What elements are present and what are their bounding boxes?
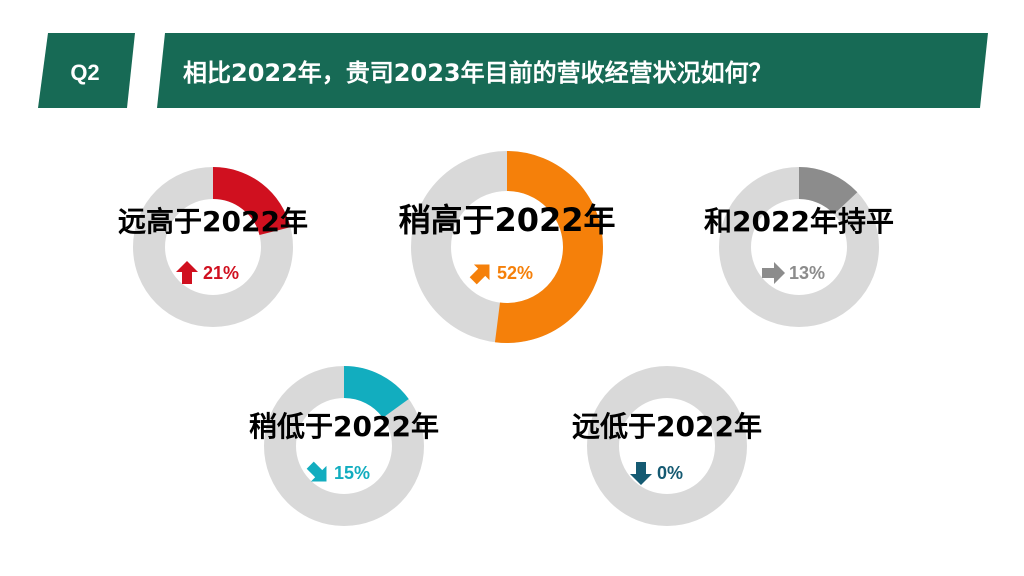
- donut-slightly-higher: 稍高于2022年 52%: [398, 151, 616, 343]
- question-text-bar: [157, 33, 988, 108]
- question-text: 相比2022年，贵司2023年目前的营收经营状况如何？: [183, 59, 773, 87]
- trend-down-arrow-icon: [630, 462, 652, 485]
- donut-track: [587, 366, 747, 526]
- category-label: 稍高于2022年: [398, 201, 615, 239]
- question-banner: Q2 相比2022年，贵司2023年目前的营收经营状况如何？: [38, 33, 988, 108]
- value-label: 21%: [203, 263, 239, 283]
- question-tag: Q2: [70, 60, 99, 85]
- donut-far-lower: 远低于2022年 0%: [572, 366, 762, 526]
- value-label: 13%: [789, 263, 825, 283]
- donut-track: [411, 151, 603, 343]
- donut-slice-far-higher: [212, 167, 291, 236]
- donut-track: [133, 167, 293, 327]
- donut-far-higher: 远高于2022年 21%: [118, 167, 308, 327]
- category-label: 远高于2022年: [118, 205, 308, 238]
- value-label: 15%: [334, 463, 370, 483]
- question-tag-badge: [38, 33, 135, 108]
- donut-slice-flat: [798, 167, 858, 215]
- donut-slice-slightly-higher: [494, 151, 603, 343]
- value-label: 0%: [657, 463, 683, 483]
- donut-slice-slightly-lower: [343, 366, 409, 419]
- donut-track: [719, 167, 879, 327]
- category-label: 稍低于2022年: [249, 410, 439, 443]
- donut-slightly-lower: 稍低于2022年 15%: [249, 366, 439, 526]
- category-label: 远低于2022年: [572, 410, 762, 443]
- trend-down-right-arrow-icon: [306, 461, 327, 482]
- trend-up-right-arrow-icon: [469, 264, 490, 285]
- value-label: 52%: [497, 263, 533, 283]
- donut-track: [264, 366, 424, 526]
- category-label: 和2022年持平: [704, 205, 894, 238]
- trend-up-arrow-icon: [176, 261, 198, 284]
- donut-flat: 和2022年持平 13%: [704, 167, 894, 327]
- trend-right-arrow-icon: [762, 262, 785, 284]
